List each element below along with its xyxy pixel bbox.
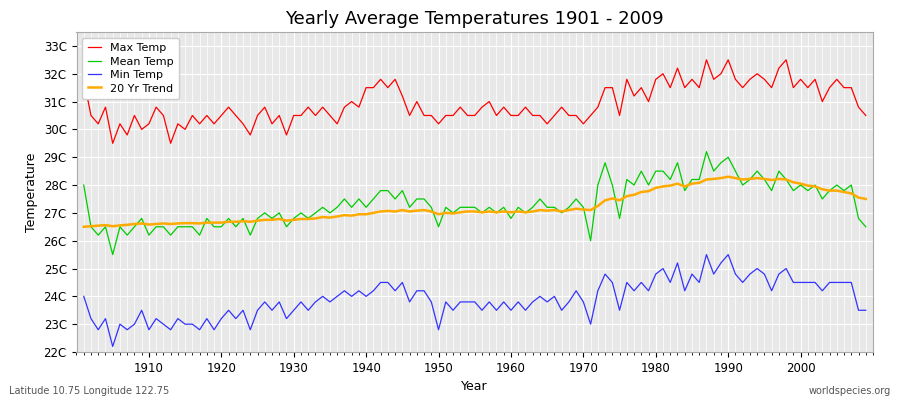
Mean Temp	[346, 205, 357, 210]
20 Yr Trend	[136, 221, 147, 226]
Mean Temp	[78, 183, 89, 188]
Min Temp	[143, 327, 154, 332]
Min Temp	[302, 308, 313, 313]
Line: Min Temp: Min Temp	[84, 255, 866, 346]
20 Yr Trend	[78, 224, 89, 229]
Max Temp	[107, 141, 118, 146]
20 Yr Trend	[860, 196, 871, 201]
20 Yr Trend	[295, 216, 306, 221]
X-axis label: Year: Year	[462, 380, 488, 393]
Max Temp	[78, 77, 89, 82]
20 Yr Trend	[723, 174, 734, 179]
Min Temp	[346, 294, 357, 299]
20 Yr Trend	[592, 204, 603, 208]
Min Temp	[599, 272, 610, 276]
Legend: Max Temp, Mean Temp, Min Temp, 20 Yr Trend: Max Temp, Mean Temp, Min Temp, 20 Yr Tre…	[82, 38, 179, 99]
Max Temp	[506, 113, 517, 118]
Text: Latitude 10.75 Longitude 122.75: Latitude 10.75 Longitude 122.75	[9, 386, 169, 396]
Mean Temp	[860, 224, 871, 229]
Title: Yearly Average Temperatures 1901 - 2009: Yearly Average Temperatures 1901 - 2009	[285, 10, 664, 28]
Line: 20 Yr Trend: 20 Yr Trend	[84, 177, 866, 227]
Mean Temp	[513, 205, 524, 210]
Mean Temp	[701, 149, 712, 154]
Line: Mean Temp: Mean Temp	[84, 152, 866, 255]
Max Temp	[860, 113, 871, 118]
Y-axis label: Temperature: Temperature	[25, 152, 38, 232]
Mean Temp	[599, 160, 610, 165]
Mean Temp	[107, 252, 118, 257]
Min Temp	[107, 344, 118, 349]
Mean Temp	[506, 216, 517, 221]
Min Temp	[860, 308, 871, 313]
20 Yr Trend	[499, 209, 509, 214]
Min Temp	[701, 252, 712, 257]
Line: Max Temp: Max Temp	[84, 60, 866, 143]
Max Temp	[513, 113, 524, 118]
Min Temp	[506, 308, 517, 313]
Max Temp	[701, 58, 712, 62]
20 Yr Trend	[339, 213, 350, 218]
Mean Temp	[302, 216, 313, 221]
Max Temp	[143, 122, 154, 126]
Max Temp	[599, 85, 610, 90]
Max Temp	[302, 105, 313, 110]
20 Yr Trend	[506, 210, 517, 215]
Max Temp	[346, 99, 357, 104]
Mean Temp	[143, 233, 154, 238]
Text: worldspecies.org: worldspecies.org	[809, 386, 891, 396]
Min Temp	[78, 294, 89, 299]
Min Temp	[513, 300, 524, 304]
